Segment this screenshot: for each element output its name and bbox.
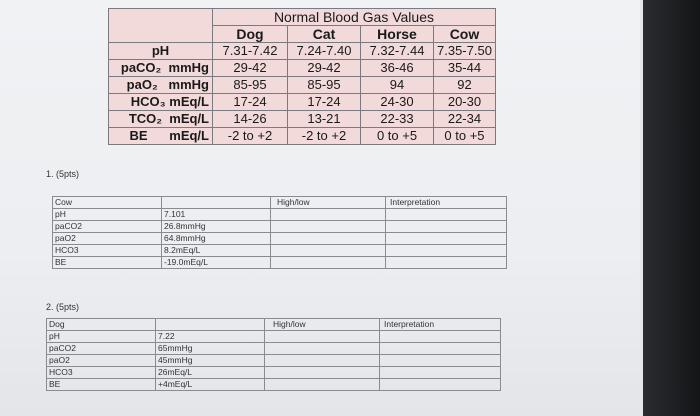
ph-cat: 7.24-7.40 [287,42,361,60]
q2-value-be: +4mEq/L [155,378,265,391]
row-label-pao2: paO₂ mmHg [108,76,213,94]
be-cow: 0 to +5 [433,127,496,145]
table-corner [108,8,213,26]
q2-interp-paco2[interactable] [379,342,501,355]
q2-value-pao2: 45mmHg [155,354,265,367]
question-1-label: 1. (5pts) [46,169,80,179]
q1-value-header [161,196,271,209]
hco3-horse: 24-30 [360,93,434,111]
q2-param-be: BE [46,378,156,391]
be-cat: -2 to +2 [287,127,361,145]
paco2-cat: 29-42 [287,59,361,77]
q2-value-header [155,318,265,331]
q2-highlow-pao2[interactable] [264,354,380,367]
q2-highlow-hco3[interactable] [264,366,380,379]
question-1-table: Cow High/low Interpretation pH 7.101 paC… [52,196,507,269]
q2-param-paco2: paCO2 [46,342,156,355]
tco2-cat: 13-21 [287,110,361,128]
q2-value-paco2: 65mmHg [155,342,265,355]
q1-param-paco2: paCO2 [52,220,162,233]
q2-param-pao2: paO2 [46,354,156,367]
pao2-dog: 85-95 [212,76,288,94]
q1-interp-hco3[interactable] [385,244,507,257]
hco3-dog: 17-24 [212,93,288,111]
species-horse: Horse [360,25,434,43]
q1-value-be: -19.0mEq/L [161,256,271,269]
q2-highlow-header: High/low [264,318,380,331]
q2-value-ph: 7.22 [155,330,265,343]
q1-species: Cow [52,196,162,209]
q2-interp-pao2[interactable] [379,354,501,367]
hco3-cow: 20-30 [433,93,496,111]
species-dog: Dog [212,25,288,43]
ph-dog: 7.31-7.42 [212,42,288,60]
q1-param-pao2: paO2 [52,232,162,245]
ph-cow: 7.35-7.50 [433,42,496,60]
q1-value-ph: 7.101 [161,208,271,221]
hco3-cat: 17-24 [287,93,361,111]
paco2-dog: 29-42 [212,59,288,77]
tco2-horse: 22-33 [360,110,434,128]
be-dog: -2 to +2 [212,127,288,145]
q2-species: Dog [46,318,156,331]
normal-blood-gas-table: Normal Blood Gas Values Dog Cat Horse Co… [108,8,496,145]
tco2-dog: 14-26 [212,110,288,128]
ph-horse: 7.32-7.44 [360,42,434,60]
pao2-horse: 94 [360,76,434,94]
q2-interpretation-header: Interpretation [379,318,501,331]
q1-interpretation-header: Interpretation [385,196,507,209]
q1-highlow-pao2[interactable] [270,232,386,245]
q1-highlow-header: High/low [270,196,386,209]
q1-value-pao2: 64.8mmHg [161,232,271,245]
q2-interp-hco3[interactable] [379,366,501,379]
species-cat: Cat [287,25,361,43]
q1-param-hco3: HCO3 [52,244,162,257]
q1-highlow-paco2[interactable] [270,220,386,233]
q1-interp-be[interactable] [385,256,507,269]
q1-value-hco3: 8.2mEq/L [161,244,271,257]
q2-highlow-be[interactable] [264,378,380,391]
q2-interp-ph[interactable] [379,330,501,343]
question-2-table: Dog High/low Interpretation pH 7.22 paCO… [46,318,501,391]
tco2-cow: 22-34 [433,110,496,128]
q1-highlow-be[interactable] [270,256,386,269]
q2-interp-be[interactable] [379,378,501,391]
q2-param-ph: pH [46,330,156,343]
q1-highlow-ph[interactable] [270,208,386,221]
q2-highlow-ph[interactable] [264,330,380,343]
q1-interp-ph[interactable] [385,208,507,221]
q1-highlow-hco3[interactable] [270,244,386,257]
row-label-paco2: paCO₂ mmHg [108,59,213,77]
pao2-cat: 85-95 [287,76,361,94]
row-label-hco3: HCO₃ mEq/L [108,93,213,111]
pao2-cow: 92 [433,76,496,94]
q1-param-be: BE [52,256,162,269]
paco2-horse: 36-46 [360,59,434,77]
q1-value-paco2: 26.8mmHg [161,220,271,233]
species-cow: Cow [433,25,496,43]
row-label-tco2: TCO₂ mEq/L [108,110,213,128]
row-label-ph: pH [108,42,213,60]
be-horse: 0 to +5 [360,127,434,145]
question-2-label: 2. (5pts) [46,302,80,312]
row-label-be: BE mEq/L [108,127,213,145]
header-blank [108,25,213,43]
table-title: Normal Blood Gas Values [212,8,496,26]
paco2-cow: 35-44 [433,59,496,77]
q1-interp-pao2[interactable] [385,232,507,245]
q1-interp-paco2[interactable] [385,220,507,233]
q2-value-hco3: 26mEq/L [155,366,265,379]
screen-edge [643,0,700,416]
q1-param-ph: pH [52,208,162,221]
q2-highlow-paco2[interactable] [264,342,380,355]
q2-param-hco3: HCO3 [46,366,156,379]
